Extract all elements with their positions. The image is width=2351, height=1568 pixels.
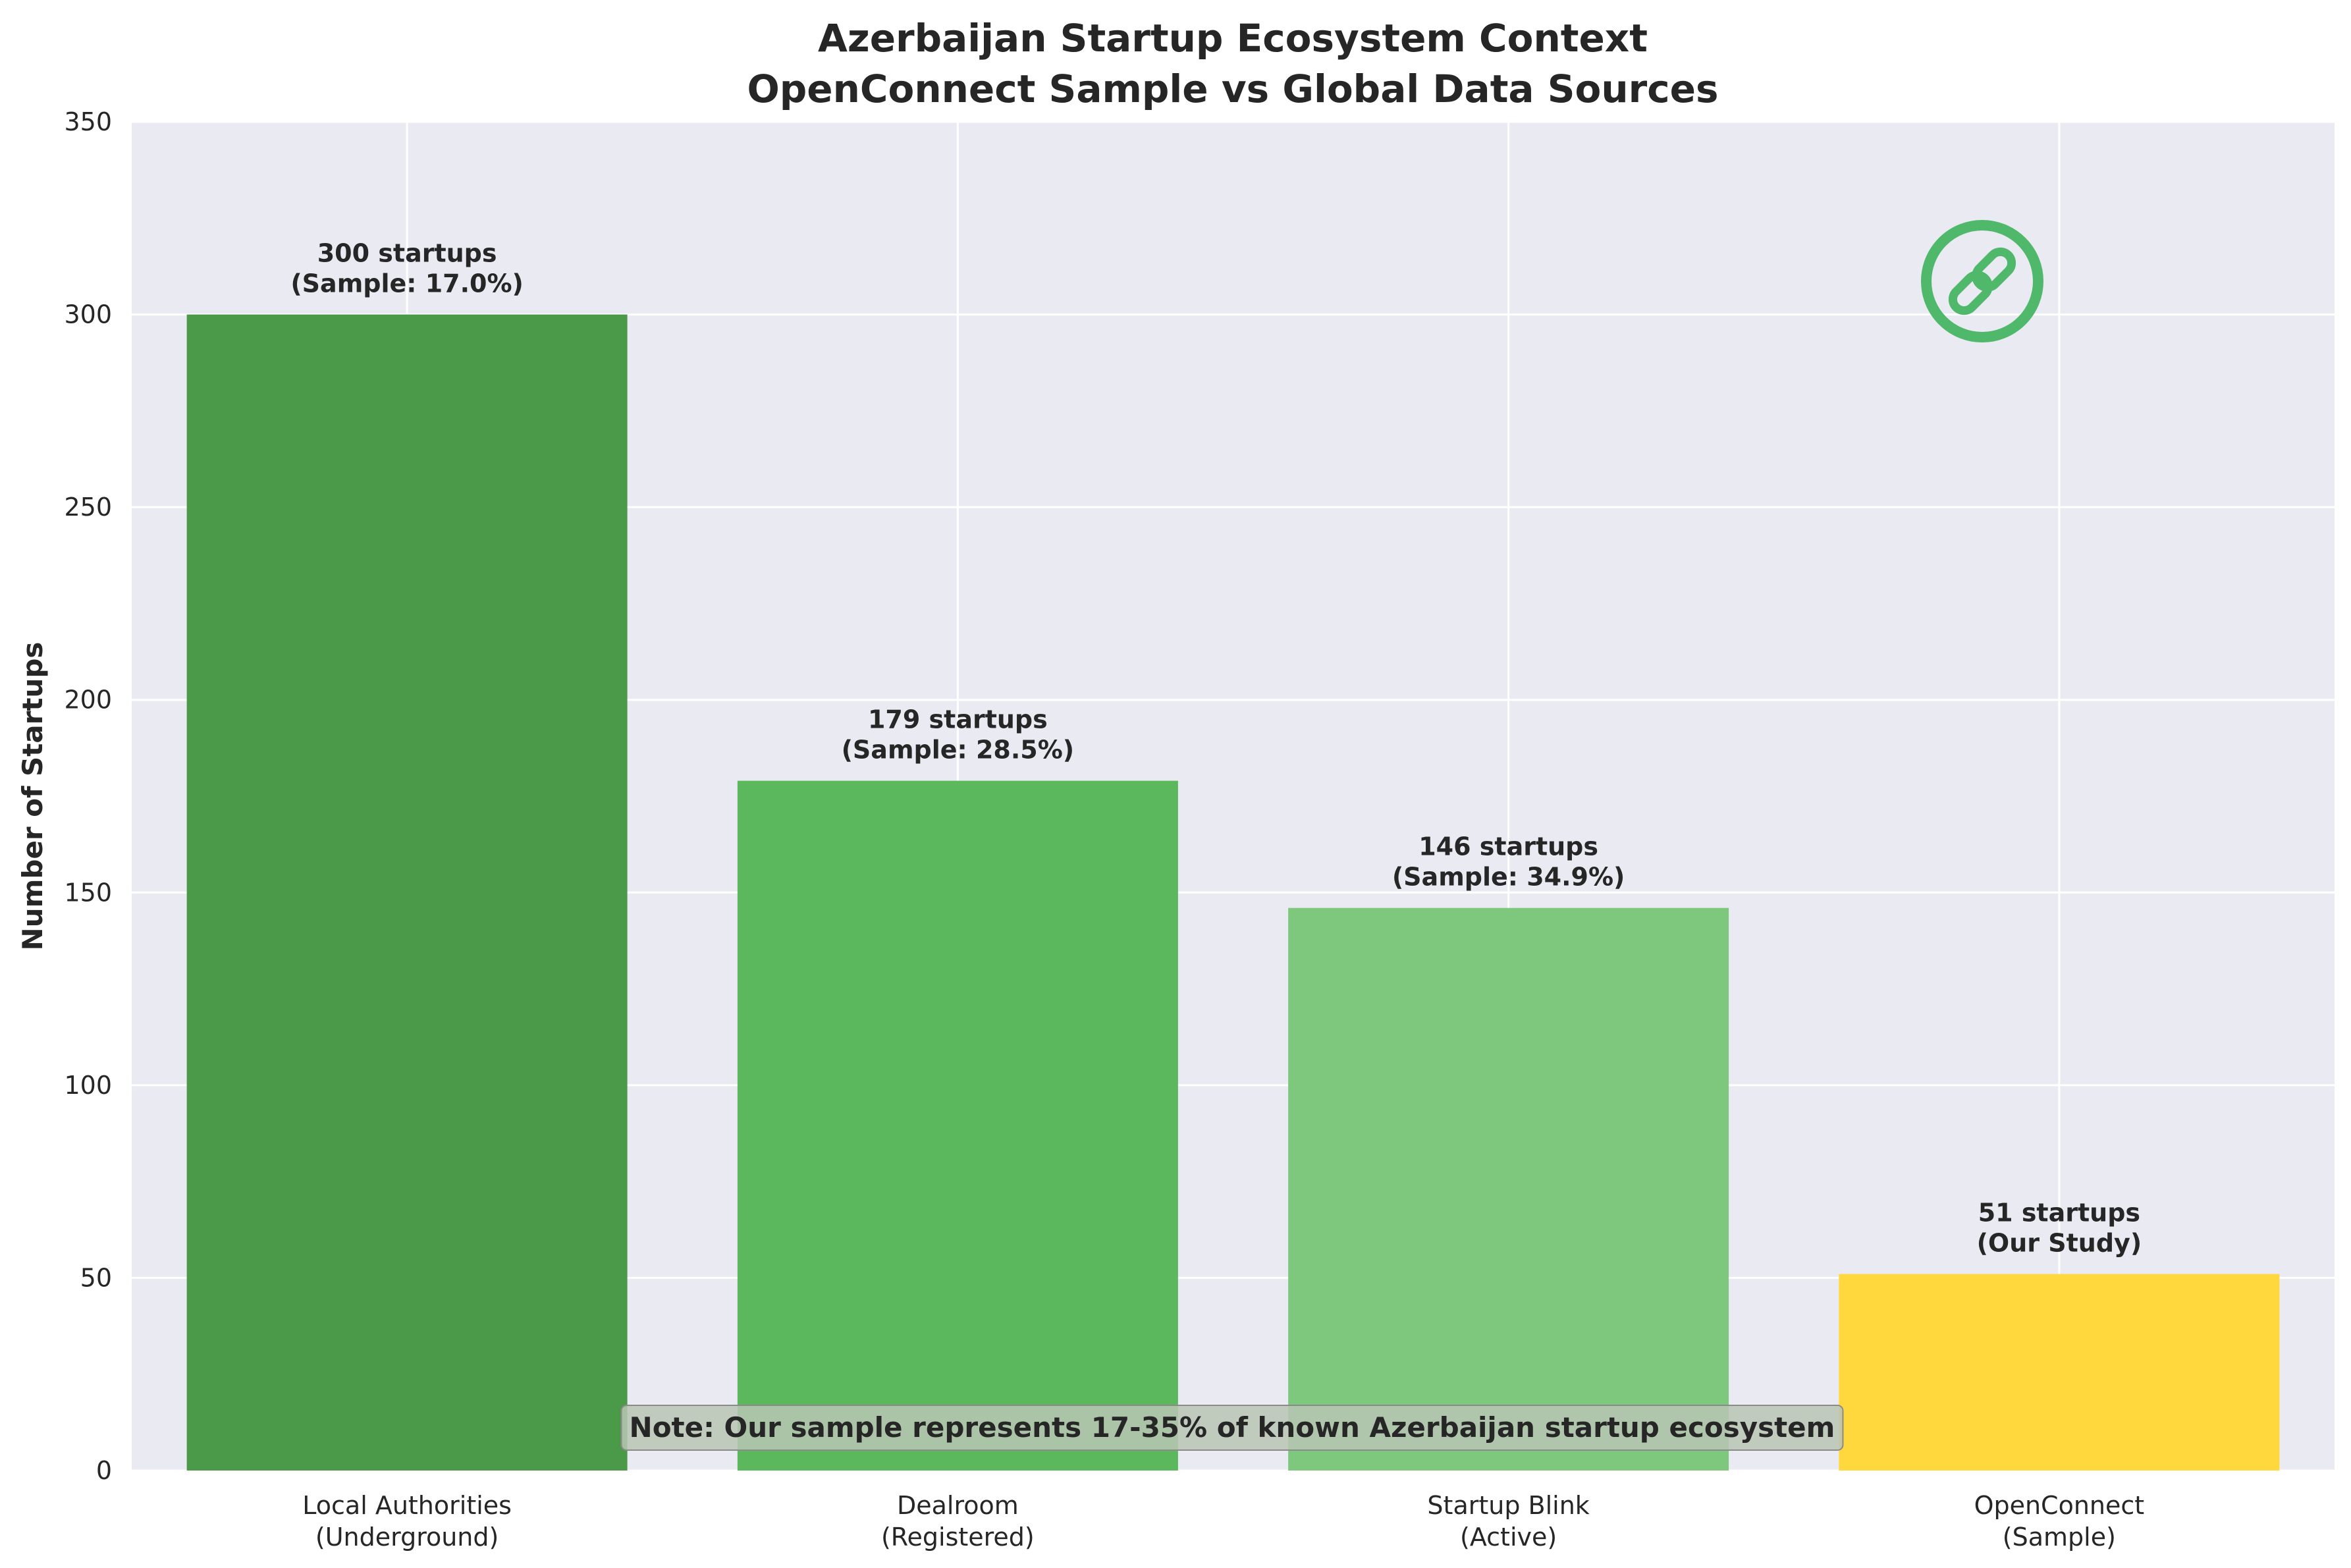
bar-value-label: 179 startups (Sample: 28.5%)	[842, 705, 1075, 765]
bar-value-label: 300 startups (Sample: 17.0%)	[290, 239, 524, 298]
y-tick-label: 100	[64, 1071, 112, 1100]
y-tick-label: 350	[64, 107, 112, 136]
y-tick-label: 0	[96, 1456, 112, 1485]
x-tick-label: Local Authorities (Underground)	[302, 1491, 512, 1552]
y-tick-label: 300	[64, 300, 112, 329]
bar	[1839, 1274, 2280, 1471]
link-icon	[1921, 220, 2043, 342]
x-tick-label: Dealroom (Registered)	[881, 1491, 1035, 1552]
note-text: Note: Our sample represents 17-35% of kn…	[630, 1411, 1835, 1444]
x-tick-label: Startup Blink (Active)	[1427, 1491, 1589, 1552]
chart-title-line1: Azerbaijan Startup Ecosystem Context	[818, 16, 1648, 61]
y-tick-label: 200	[64, 686, 112, 715]
bar-labels: 300 startups (Sample: 17.0%) 179 startups(…	[290, 239, 2142, 1258]
y-tick-label: 250	[64, 493, 112, 522]
bar	[186, 314, 628, 1471]
y-tick-label: 150	[64, 878, 112, 907]
chart-title-line2: OpenConnect Sample vs Global Data Source…	[747, 67, 1718, 111]
y-tick-labels: 0 50 100 150 200 250 300 350	[64, 107, 112, 1485]
y-axis-label: Number of Startups	[16, 642, 49, 951]
bar	[737, 780, 1178, 1471]
bar	[1288, 907, 1729, 1471]
x-tick-label: OpenConnect (Sample)	[1974, 1491, 2145, 1552]
y-tick-label: 50	[80, 1263, 112, 1292]
note-box: Note: Our sample represents 17-35% of kn…	[620, 1405, 1844, 1451]
bar-value-label: 51 startups (Our Study)	[1977, 1199, 2142, 1258]
bars	[186, 314, 2280, 1471]
bar-value-label: 146 startups (Sample: 34.9%)	[1392, 832, 1625, 892]
x-tick-labels: Local Authorities (Underground) Dealroom (R…	[302, 1491, 2144, 1552]
